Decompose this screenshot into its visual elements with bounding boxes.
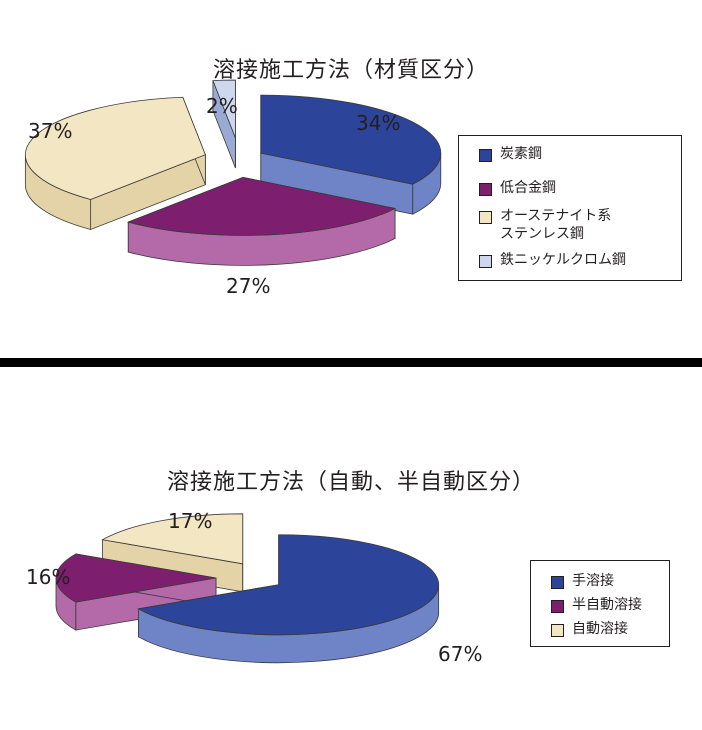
- legend-label-semi-auto-welding: 半自動溶接: [572, 597, 642, 613]
- slice-iron-nickel-chrome: [212, 79, 236, 169]
- data-label-semi-auto-welding: 16%: [26, 565, 70, 589]
- legend-method: 手溶接半自動溶接自動溶接: [530, 560, 670, 647]
- legend-item-iron-nickel-chrome: 鉄ニッケルクロム鋼: [479, 252, 626, 270]
- slice-carbon-steel: [260, 94, 442, 215]
- legend-item-austenitic-stainless: オーステナイト系 ステンレス鋼: [479, 208, 611, 243]
- data-label-auto-welding: 17%: [168, 509, 212, 533]
- slice-austenitic-stainless: [24, 96, 206, 231]
- pie-chart-material: 34% 27% 37% 2%: [24, 79, 442, 298]
- data-label-low-alloy-steel: 27%: [226, 274, 270, 298]
- legend-item-semi-auto-welding: 半自動溶接: [551, 597, 642, 615]
- legend-swatch-auto-welding: [551, 624, 564, 637]
- data-label-carbon-steel: 34%: [356, 111, 400, 135]
- section-divider: [0, 358, 702, 367]
- legend-label-manual-welding: 手溶接: [572, 573, 614, 589]
- legend-label-low-alloy-steel: 低合金鋼: [500, 180, 556, 196]
- slice-manual-welding: [137, 534, 440, 664]
- legend-swatch-iron-nickel-chrome: [479, 255, 492, 268]
- legend-swatch-low-alloy-steel: [479, 183, 492, 196]
- legend-swatch-austenitic-stainless: [479, 211, 492, 224]
- legend-item-manual-welding: 手溶接: [551, 573, 614, 591]
- data-label-manual-welding: 67%: [438, 642, 482, 666]
- slice-low-alloy-steel: [126, 176, 397, 266]
- legend-label-carbon-steel: 炭素鋼: [500, 146, 542, 162]
- slice-semi-auto-welding: [55, 553, 217, 631]
- legend-item-carbon-steel: 炭素鋼: [479, 146, 542, 164]
- data-label-iron-nickel-chrome: 2%: [206, 94, 238, 118]
- legend-swatch-semi-auto-welding: [551, 600, 564, 613]
- legend-swatch-manual-welding: [551, 576, 564, 589]
- legend-swatch-carbon-steel: [479, 149, 492, 162]
- chart-title-method: 溶接施工方法（自動、半自動区分）: [166, 470, 535, 495]
- legend-item-auto-welding: 自動溶接: [551, 621, 628, 639]
- legend-label-auto-welding: 自動溶接: [572, 621, 628, 637]
- data-label-austenitic-stainless: 37%: [28, 119, 72, 143]
- chart-title-material: 溶接施工方法（材質区分）: [212, 58, 489, 83]
- pie-chart-method: 67% 16% 17%: [26, 509, 482, 666]
- legend-item-low-alloy-steel: 低合金鋼: [479, 180, 556, 198]
- legend-label-iron-nickel-chrome: 鉄ニッケルクロム鋼: [500, 252, 626, 268]
- legend-material: 炭素鋼低合金鋼オーステナイト系 ステンレス鋼鉄ニッケルクロム鋼: [458, 135, 682, 281]
- legend-label-austenitic-stainless: オーステナイト系 ステンレス鋼: [500, 208, 612, 242]
